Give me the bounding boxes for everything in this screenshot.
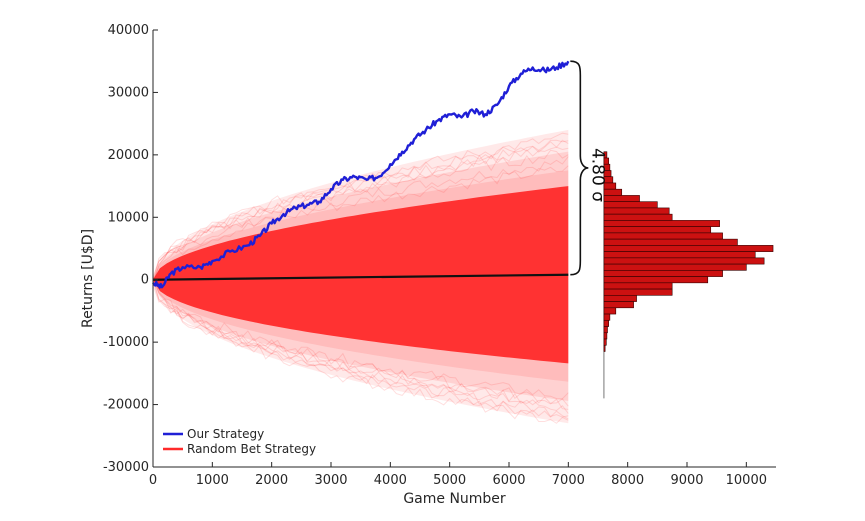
x-tick-label: 9000 (670, 473, 703, 488)
axes: 0 1000 2000 3000 4000 5000 6000 7000 8000 9000 100… (80, 23, 776, 507)
random-bet-core-band (153, 186, 569, 364)
x-axis-label: Game Number (403, 491, 506, 507)
random-bet-path (153, 276, 569, 400)
y-tick-label: -30000 (103, 460, 149, 475)
x-tick-label: 8000 (611, 473, 644, 488)
our-strategy-line (152, 60, 570, 289)
histogram-bar (603, 313, 611, 321)
random-bet-path (153, 149, 569, 281)
random-bet-path (153, 275, 569, 410)
y-tick-label: 10000 (108, 210, 149, 225)
histogram-bar (603, 257, 765, 265)
random-bet-paths (153, 129, 569, 424)
random-bet-path (153, 139, 569, 280)
y-tick-label: 30000 (108, 85, 149, 100)
histogram-bar (603, 238, 738, 246)
x-tick-label: 5000 (433, 473, 466, 488)
histogram-bar (603, 201, 658, 209)
histogram-bar (603, 276, 709, 284)
histogram-bar (603, 245, 774, 252)
histogram-bar (603, 326, 608, 334)
x-tick-label: 3000 (314, 473, 347, 488)
x-tick-label: 7000 (552, 473, 585, 488)
histogram-bar (603, 288, 673, 296)
histogram-bar (603, 307, 617, 315)
y-tick-label: -20000 (103, 398, 149, 413)
y-tick-label: 0 (141, 273, 149, 288)
x-tick-label: 6000 (492, 473, 525, 488)
random-bet-path (153, 280, 569, 418)
histogram-bar (603, 213, 673, 221)
histogram-bar (603, 301, 634, 309)
histogram-bar (603, 295, 637, 302)
histogram-bar (603, 332, 608, 340)
our-strategy-path (152, 60, 570, 289)
returns-histogram (603, 151, 774, 399)
y-tick-label: -10000 (103, 335, 149, 350)
x-tick-label: 2000 (255, 473, 288, 488)
histogram-bar (603, 195, 640, 202)
legend-label: Our Strategy (187, 427, 264, 441)
y-tick-label: 40000 (108, 23, 149, 38)
x-tick-label: 4000 (374, 473, 407, 488)
x-tick-label: 10000 (726, 473, 767, 488)
histogram-bar (603, 263, 747, 271)
sigma-brace: 4.80 σ (570, 60, 607, 276)
sigma-annotation: 4.80 σ (587, 148, 607, 202)
histogram-bar (603, 232, 723, 240)
histogram-bar (603, 319, 609, 327)
legend-label: Random Bet Strategy (187, 442, 316, 456)
histogram-bar (603, 338, 607, 346)
random-bet-path (153, 156, 569, 277)
mean-line (152, 273, 569, 281)
x-tick-label: 0 (149, 473, 157, 488)
histogram-bar (603, 220, 720, 227)
histogram-bar (603, 207, 670, 215)
random-bet-mean-line (152, 273, 569, 281)
random-bet-path (153, 278, 569, 407)
random-bet-path (153, 165, 569, 283)
random-bet-path (153, 284, 569, 424)
random-bet-path (153, 278, 569, 420)
random-bet-path (153, 278, 569, 414)
histogram-bar (603, 270, 723, 277)
y-tick-label: 20000 (108, 148, 149, 163)
x-tick-label: 1000 (196, 473, 229, 488)
random-bet-path (153, 146, 569, 283)
random-bet-path (153, 132, 569, 286)
histogram-bar (603, 251, 756, 259)
brace-path (570, 60, 589, 276)
y-axis-label: Returns [U$D] (80, 229, 96, 328)
histogram-bar (603, 282, 673, 290)
histogram-bar (603, 226, 712, 234)
histogram-bar (603, 344, 606, 352)
